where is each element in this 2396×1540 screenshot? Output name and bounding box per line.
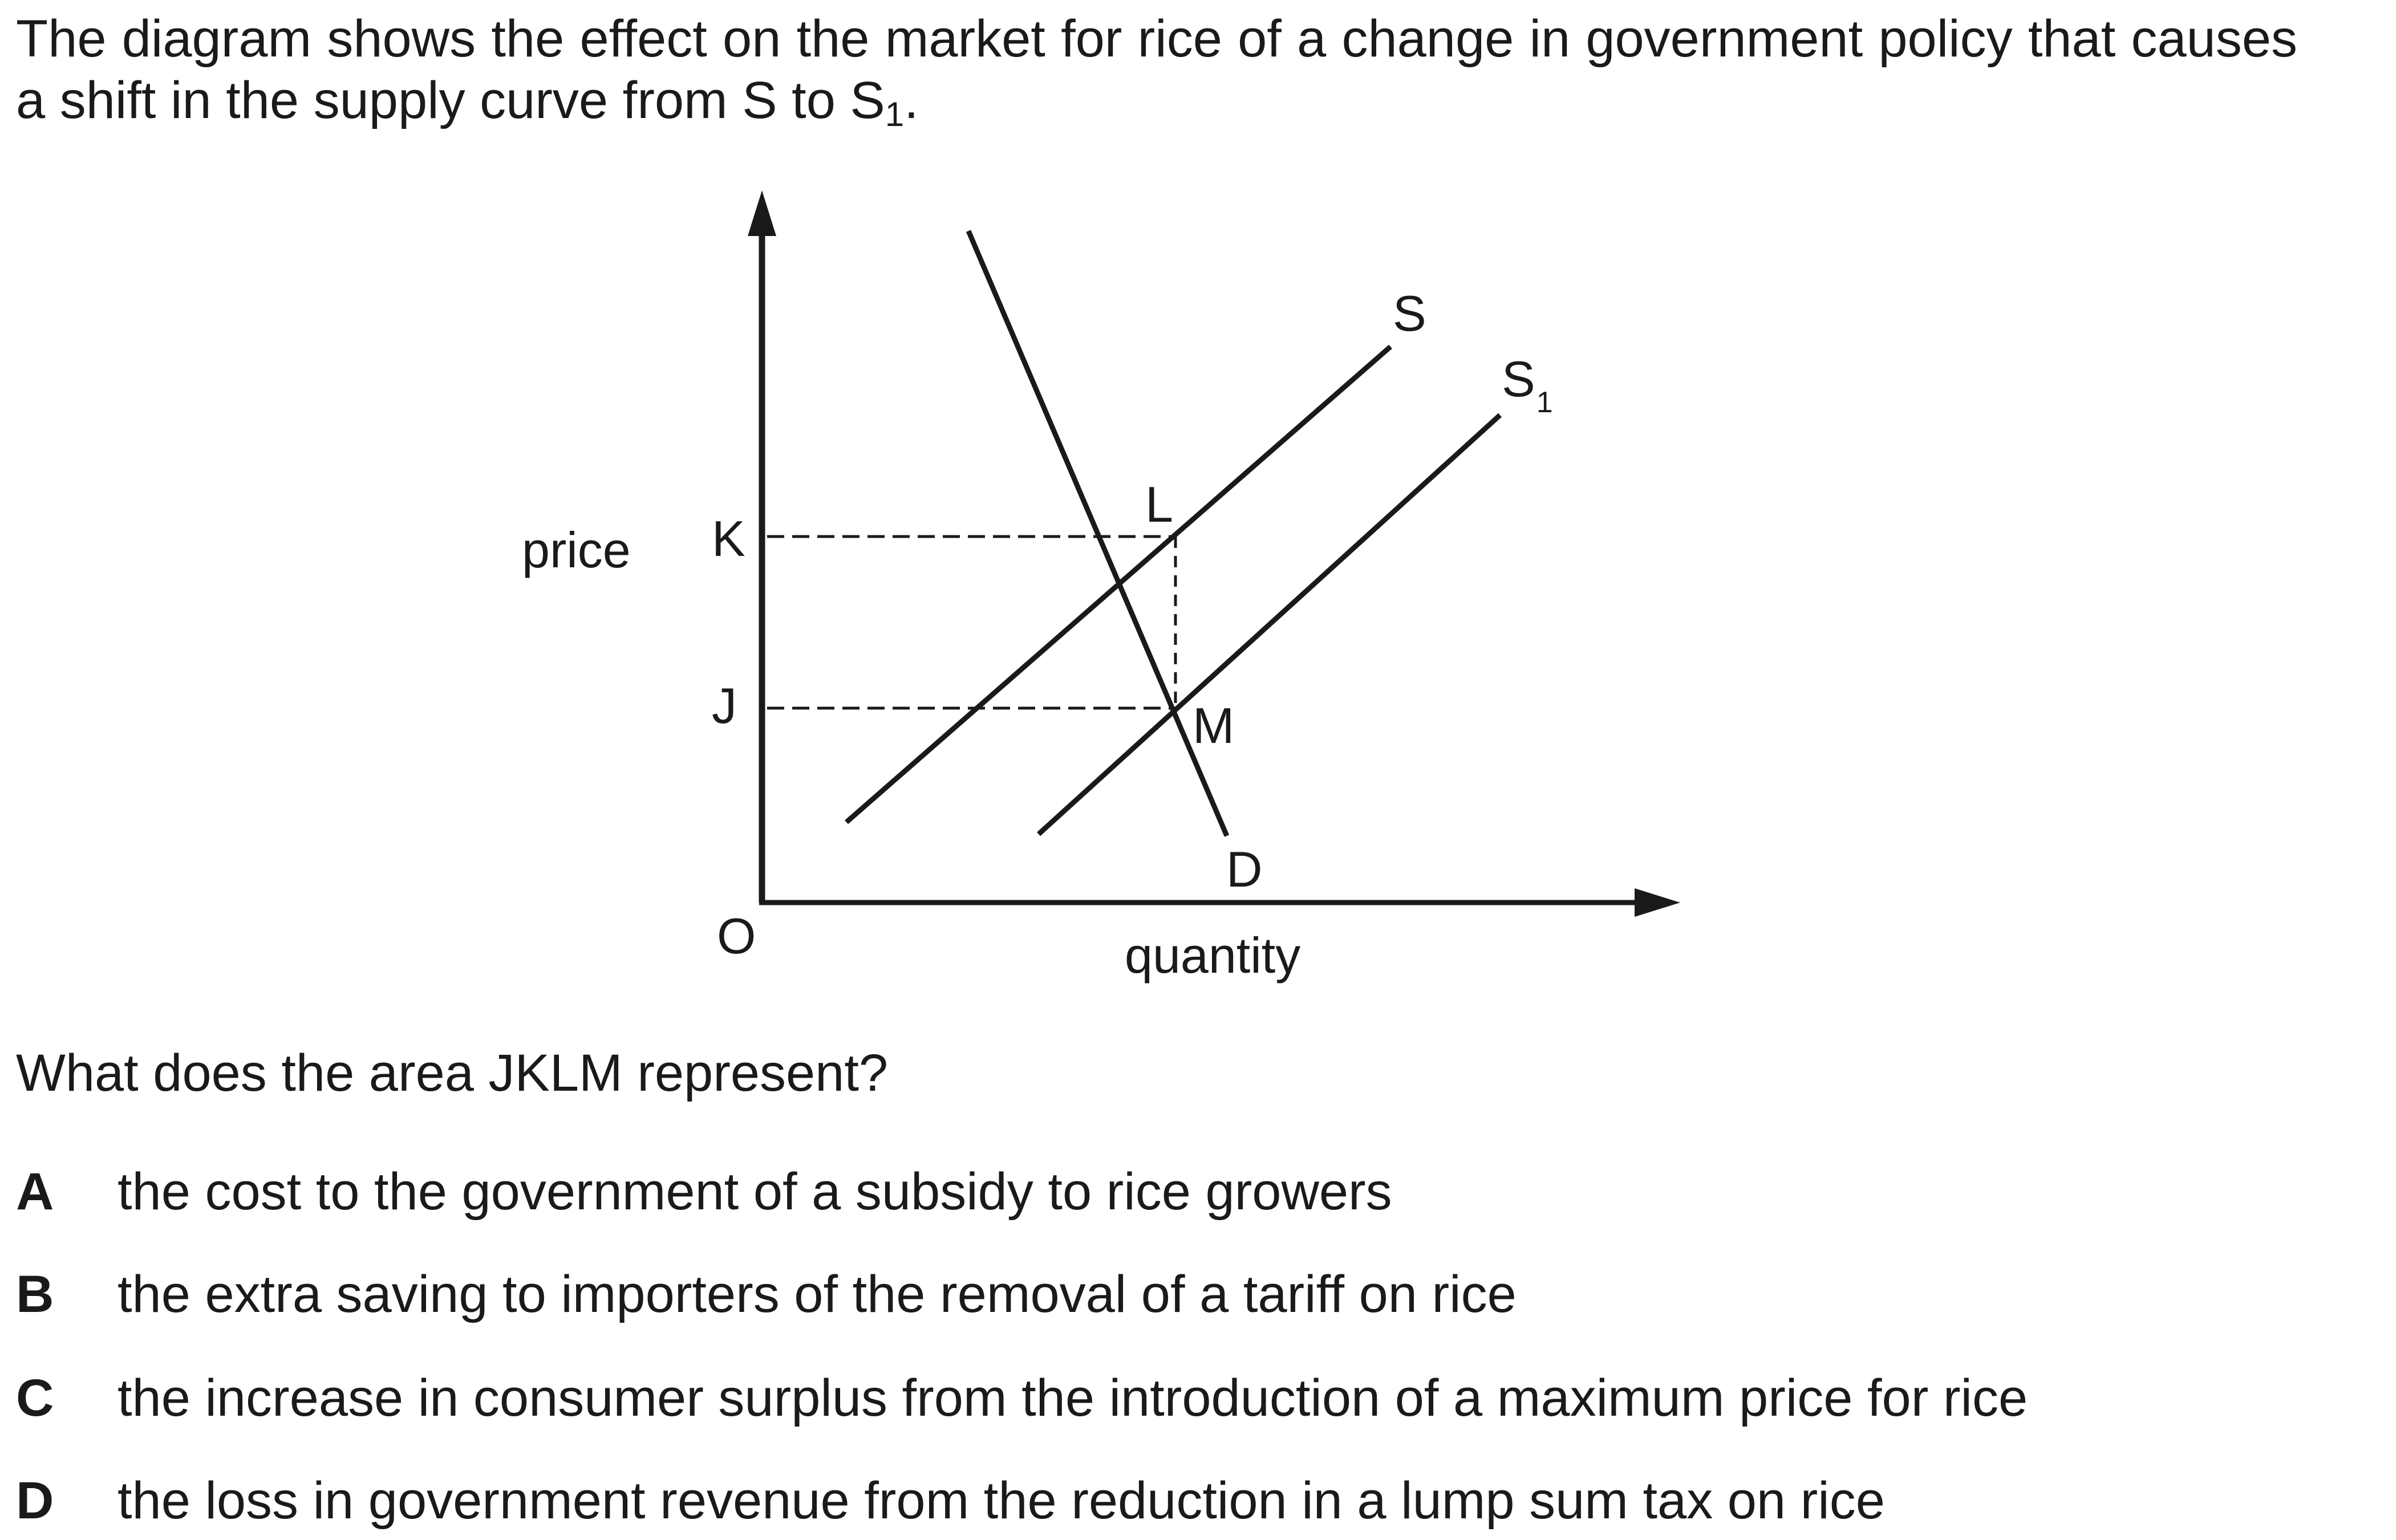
option-c[interactable]: C the increase in consumer surplus from …	[16, 1367, 2354, 1436]
option-d[interactable]: D the loss in government revenue from th…	[16, 1470, 2354, 1538]
option-letter: A	[16, 1163, 54, 1221]
price-label-j: J	[712, 677, 737, 734]
option-text: the cost to the government of a subsidy …	[117, 1163, 1392, 1221]
supply-curve	[845, 344, 1392, 824]
price-label-k: K	[712, 510, 745, 567]
demand-curve	[966, 230, 1230, 837]
x-axis-label: quantity	[1125, 927, 1300, 984]
demand-label: D	[1226, 841, 1263, 897]
option-text: the increase in consumer surplus from th…	[117, 1369, 2028, 1427]
option-text: the loss in government revenue from the …	[117, 1472, 1885, 1530]
supply-shifted-label: S1	[1502, 351, 1553, 419]
y-axis-label: price	[522, 522, 631, 578]
intro-text-end: .	[904, 71, 919, 129]
supply-shifted-letter: S	[1502, 351, 1535, 407]
supply-shifted-subscript: 1	[1536, 386, 1553, 419]
option-text: the extra saving to importers of the rem…	[117, 1265, 1517, 1323]
option-letter: B	[16, 1265, 54, 1323]
point-label-l: L	[1145, 476, 1173, 533]
supply-label: S	[1393, 285, 1426, 342]
point-label-m: M	[1193, 697, 1234, 754]
option-letter: C	[16, 1369, 54, 1427]
intro-text: The diagram shows the effect on the mark…	[16, 8, 2297, 133]
supply-curve-shifted	[1036, 413, 1502, 836]
question-text: What does the area JKLM represent?	[16, 1044, 889, 1102]
intro-subscript: 1	[885, 95, 905, 133]
origin-label: O	[717, 908, 756, 964]
intro-text-main: The diagram shows the effect on the mark…	[16, 10, 2297, 129]
option-a[interactable]: A the cost to the government of a subsid…	[16, 1161, 2354, 1229]
option-letter: D	[16, 1472, 54, 1530]
option-b[interactable]: B the extra saving to importers of the r…	[16, 1263, 2354, 1332]
